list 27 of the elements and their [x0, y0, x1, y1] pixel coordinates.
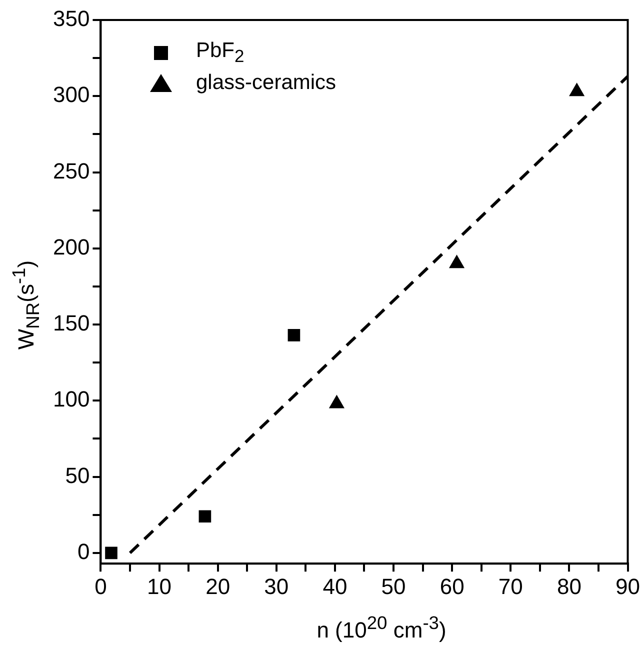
y-tick-label: 50: [65, 462, 90, 488]
point: [198, 510, 212, 523]
y-tick-label: 0: [77, 539, 90, 564]
legend-label: PbF$_{2}$: [196, 38, 244, 68]
point: [569, 83, 584, 96]
x-tick-label: 40: [322, 574, 348, 599]
x-tick-label: 10: [147, 574, 172, 599]
y-tick-label: 300: [52, 82, 90, 108]
legend-label: glass-ceramics: [196, 71, 336, 95]
y-tick-label: 250: [52, 158, 90, 184]
point: [449, 255, 464, 268]
point: [329, 395, 344, 408]
point: [288, 329, 300, 342]
x-tick-label: 20: [206, 574, 230, 599]
x-tick-label: 90: [616, 574, 640, 599]
x-tick-label: 50: [381, 574, 406, 599]
x-tick-label: 80: [556, 574, 582, 599]
x-tick-label: 60: [440, 574, 464, 599]
point: [105, 546, 118, 560]
x-tick-label: 30: [264, 574, 289, 599]
x-tick-label: 70: [498, 574, 523, 599]
y-tick-label: 100: [52, 386, 90, 412]
y-tick-label: 150: [52, 310, 90, 336]
y-tick-label: 200: [52, 234, 90, 260]
x-tick-label: 0: [94, 574, 107, 599]
y-tick-label: 350: [52, 6, 90, 32]
x-axis-title: n (10$^{20}$ cm$^{-3}$): [316, 612, 448, 644]
